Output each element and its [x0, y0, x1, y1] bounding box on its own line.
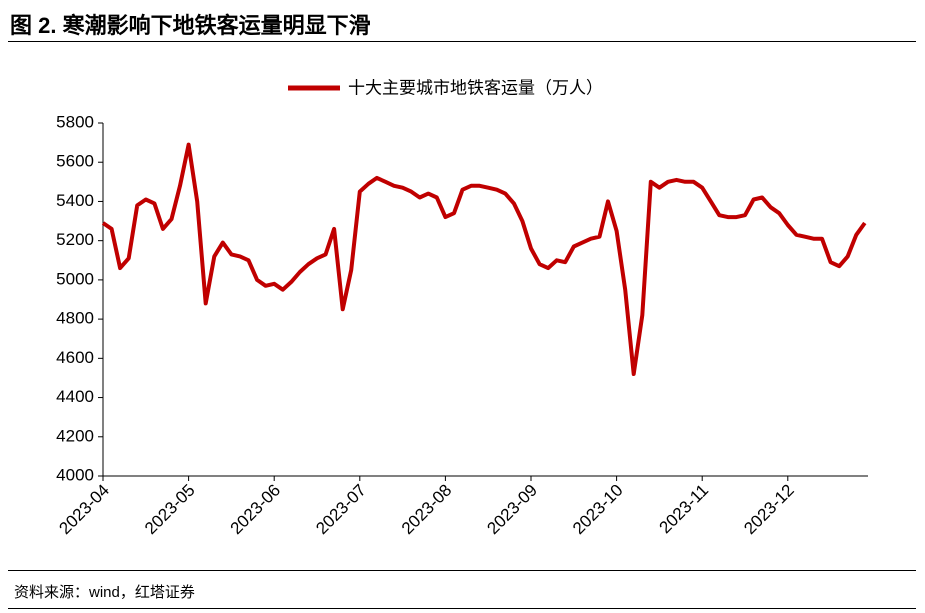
y-tick-label: 5600	[56, 152, 94, 171]
y-tick-label: 5400	[56, 191, 94, 210]
figure-title: 图 2. 寒潮影响下地铁客运量明显下滑	[10, 13, 371, 38]
x-tick-label: 2023-10	[569, 481, 627, 539]
x-tick-label: 2023-05	[141, 481, 199, 539]
bottom-rule	[8, 608, 916, 609]
y-tick-label: 5800	[56, 112, 94, 131]
x-tick-label: 2023-07	[312, 481, 370, 539]
source-note: 资料来源：wind，红塔证券	[14, 584, 195, 601]
x-tick-label: 2023-11	[656, 481, 713, 538]
data-line	[101, 142, 867, 376]
y-tick-label: 4800	[56, 309, 94, 328]
header-rule	[8, 41, 916, 42]
y-tick-label: 4600	[56, 348, 94, 367]
y-tick-label: 4200	[56, 426, 94, 445]
y-tick-label: 4400	[56, 387, 94, 406]
x-tick-label: 2023-06	[227, 481, 285, 539]
x-tick-label: 2023-09	[483, 481, 541, 539]
x-tick-label: 2023-12	[740, 481, 798, 539]
x-tick-label: 2023-04	[55, 481, 113, 539]
legend-label: 十大主要城市地铁客运量（万人）	[348, 78, 603, 97]
x-tick-label: 2023-08	[398, 481, 456, 539]
footer-rule	[8, 570, 916, 571]
y-tick-label: 4000	[56, 465, 94, 484]
y-tick-label: 5000	[56, 269, 94, 288]
chart: 4000 4200 4400 4600 4800 5000 5200 5400 5600 5800…	[55, 78, 868, 539]
y-tick-label: 5200	[56, 230, 94, 249]
